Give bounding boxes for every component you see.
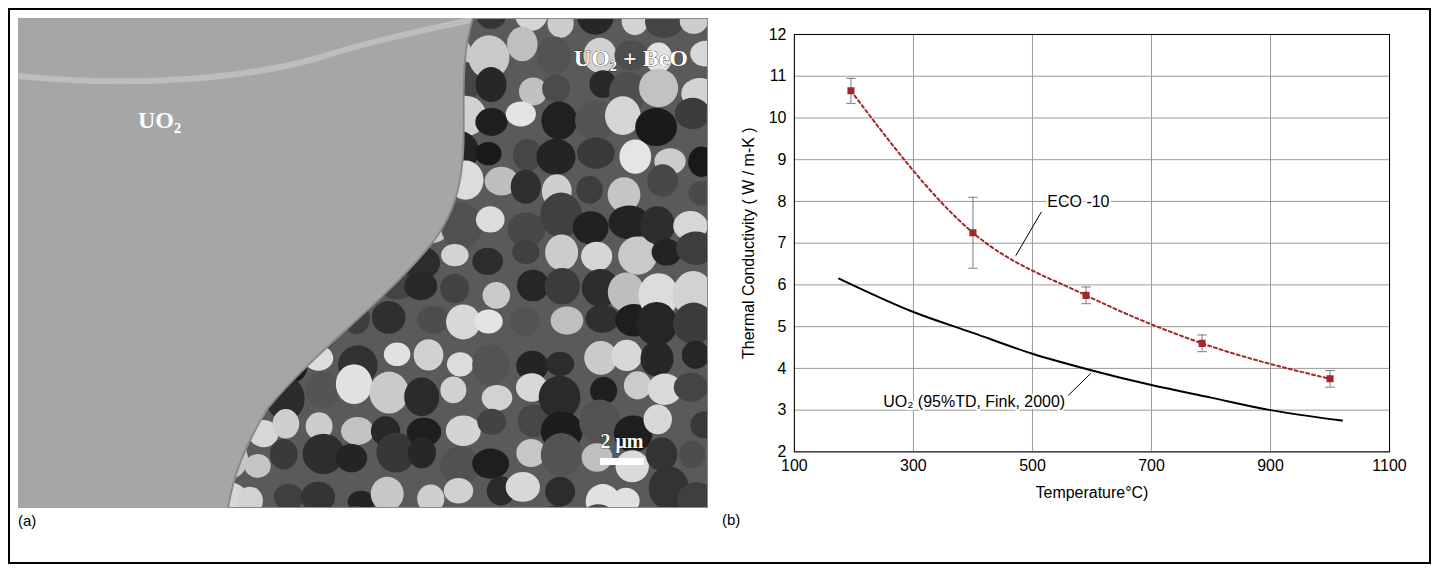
svg-text:UO₂ (95%TD, Fink, 2000): UO₂ (95%TD, Fink, 2000)	[883, 393, 1065, 410]
svg-text:6: 6	[778, 276, 787, 293]
svg-text:Thermal Conductivity ( W / m-K: Thermal Conductivity ( W / m-K )	[740, 127, 757, 359]
svg-text:100: 100	[781, 457, 808, 474]
svg-text:UO₂ + BeO: UO₂ + BeO	[574, 45, 688, 71]
svg-text:12: 12	[769, 26, 787, 43]
svg-text:3: 3	[778, 401, 787, 418]
svg-text:2: 2	[777, 443, 787, 460]
svg-text:Temperature°C): Temperature°C)	[1036, 484, 1149, 501]
svg-text:1100: 1100	[1372, 457, 1406, 474]
svg-text:9: 9	[778, 151, 787, 168]
svg-text:UO₂: UO₂	[138, 107, 181, 133]
svg-text:10: 10	[769, 109, 787, 126]
svg-text:4: 4	[778, 360, 787, 377]
svg-text:900: 900	[1257, 457, 1284, 474]
html-text:(b): (b)	[722, 511, 741, 529]
svg-text:5: 5	[778, 318, 787, 335]
svg-text:8: 8	[778, 193, 787, 210]
svg-text:300: 300	[900, 457, 927, 474]
svg-text:500: 500	[1019, 457, 1046, 474]
svg-text:7: 7	[778, 234, 787, 251]
svg-text:700: 700	[1138, 457, 1165, 474]
svg-text:ECO -10: ECO -10	[1047, 193, 1109, 210]
svg-text:2 μm: 2 μm	[601, 430, 644, 453]
html-text:(a): (a)	[18, 512, 37, 529]
svg-text:11: 11	[770, 67, 787, 84]
